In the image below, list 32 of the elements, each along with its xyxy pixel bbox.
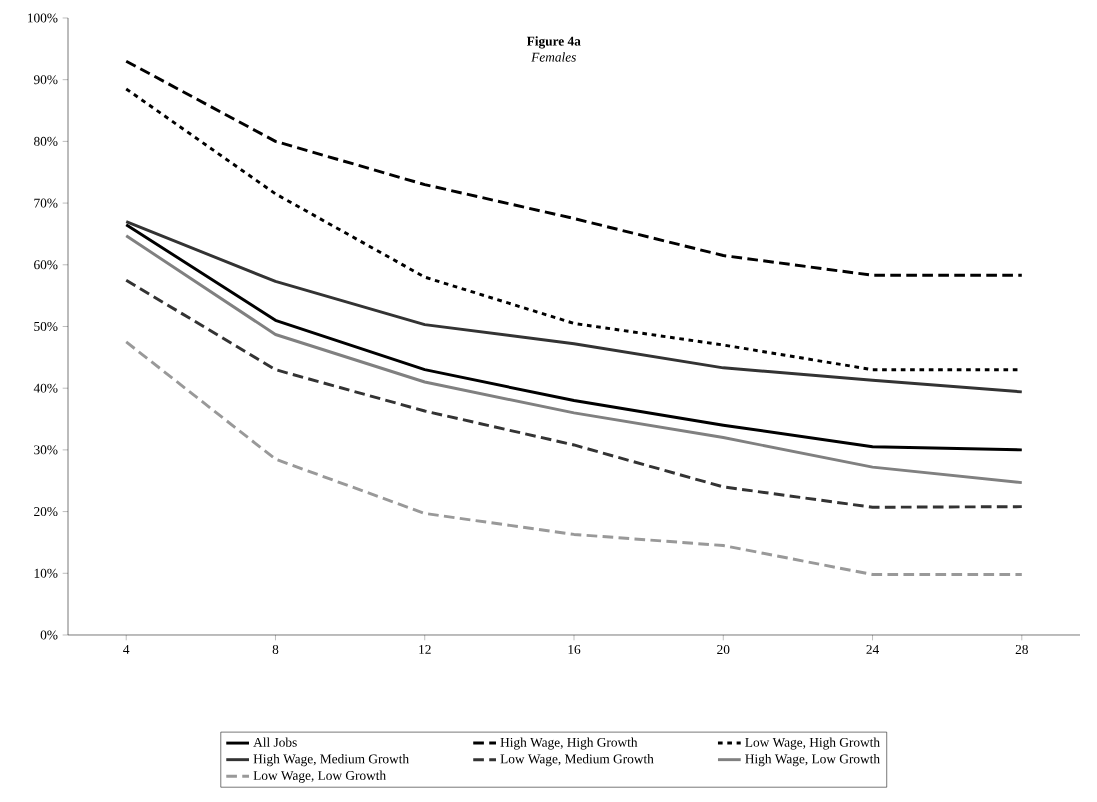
x-tick-label: 12 (419, 645, 431, 654)
y-tick-label: 80% (34, 136, 58, 146)
legend-label: Low Wage, High Growth (745, 737, 880, 750)
y-tick-label: 60% (34, 260, 58, 270)
legend-label: High Wage, Low Growth (745, 754, 880, 767)
legend-label: High Wage, High Growth (500, 737, 638, 750)
y-tick-label: 30% (34, 445, 58, 455)
legend-label: Low Wage, Low Growth (253, 770, 386, 783)
y-tick-label: 20% (34, 507, 58, 517)
line-series (124, 278, 1024, 509)
line-series (124, 220, 1024, 394)
text: Figure 4a (526, 36, 581, 49)
text: Females (531, 52, 576, 62)
legend-label: Low Wage, Medium Growth (500, 754, 654, 767)
x-tick-label: 20 (717, 645, 730, 655)
legend-label: High Wage, Medium Growth (253, 754, 409, 767)
x-tick-label: 28 (1015, 645, 1028, 655)
y-tick-label: 70% (34, 198, 58, 208)
y-tick-label: 90% (33, 75, 58, 85)
line-series (124, 340, 1024, 576)
line-series (124, 234, 1024, 485)
line-series (124, 223, 1024, 452)
x-tick-label: 8 (272, 645, 279, 655)
y-tick-label: 50% (34, 321, 58, 331)
y-tick-label: 0% (40, 630, 58, 640)
y-tick-label: 40% (33, 383, 58, 393)
x-tick-label: 16 (568, 645, 581, 654)
y-tick-label: 100% (28, 13, 58, 23)
x-tick-label: 4 (123, 645, 130, 654)
legend-label: All Jobs (253, 737, 297, 747)
x-tick-label: 24 (866, 645, 879, 654)
y-tick-label: 10% (34, 568, 58, 578)
